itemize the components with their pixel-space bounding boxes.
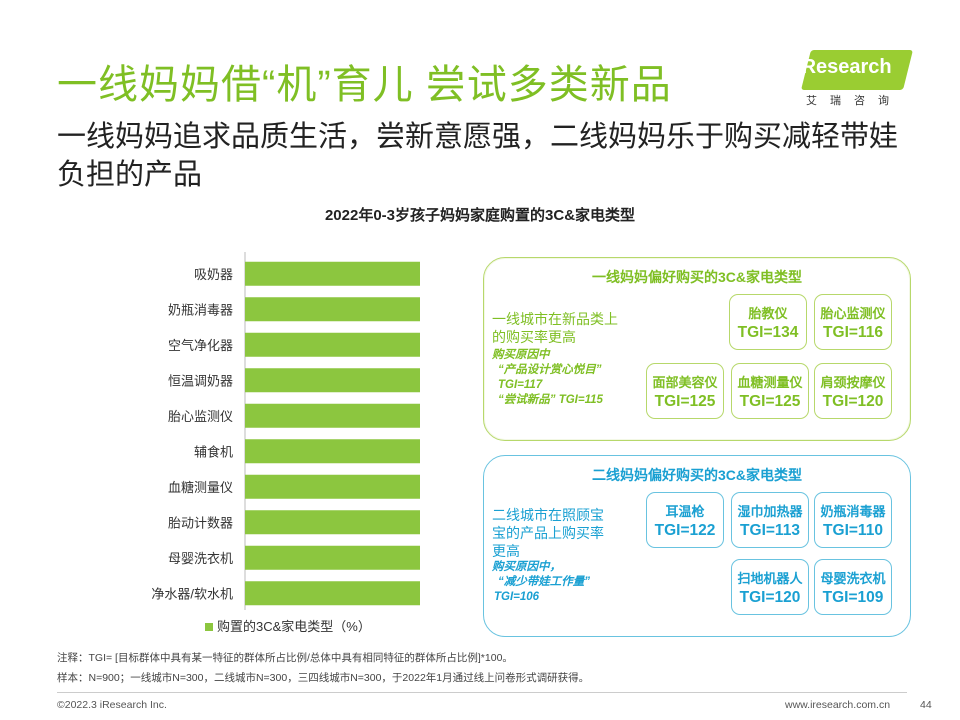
tier1-item-card: 胎教仪 TGI=134 (729, 294, 807, 350)
tier1-desc-line: 一线城市在新品类上 (492, 311, 618, 327)
item-name: 血糖测量仪 (737, 375, 803, 390)
item-name: 肩颈按摩仪 (820, 375, 886, 390)
tier1-panel-title: 一线妈妈偏好购买的3C&家电类型 (591, 269, 802, 285)
note-tgi: 注释：TGI= [目标群体中具有某一特征的群体所占比例/总体中具有相同特征的群体… (57, 652, 513, 664)
item-name: 胎心监测仪 (820, 306, 886, 321)
item-name: 面部美容仪 (652, 375, 718, 390)
tier2-desc: 二线城市在照顾宝 宝的产品上购买率 更高 (492, 506, 604, 560)
note-sample: 样本：N=900；一线城市N=300，二线城市N=300，三四线城市N=300，… (57, 672, 590, 684)
tier2-desc-line: 宝的产品上购买率 (492, 525, 604, 541)
legend-label: 购置的3C&家电类型（%） (217, 619, 371, 634)
bar (245, 297, 420, 322)
tier2-reason-line: 购买原因中， (492, 561, 561, 573)
bar (245, 474, 420, 499)
item-name: 湿巾加热器 (737, 504, 803, 519)
item-tgi: TGI=122 (654, 522, 716, 539)
bar (245, 581, 420, 606)
tier2-reason-line: TGI=106 (494, 591, 540, 603)
page-subtitle: 一线妈妈追求品质生活，尝新意愿强，二线妈妈乐于购买减轻带娃负担的产品 (57, 121, 899, 191)
bar-chart: 吸奶器51.6%奶瓶消毒器50.5%空气净化器47.8%恒温调奶器43.0%胎心… (151, 252, 420, 610)
tier1-item-card: 胎心监测仪 TGI=116 (814, 294, 892, 350)
item-name: 耳温枪 (665, 504, 705, 519)
item-tgi: TGI=125 (654, 393, 716, 410)
item-name: 扫地机器人 (737, 571, 803, 586)
tier1-desc-line: 的购买率更高 (492, 329, 576, 345)
logo-text: iResearch (796, 56, 892, 79)
footer-url: www.iresearch.com.cn (785, 699, 891, 711)
iresearch-logo: iResearch 艾瑞咨询 (796, 50, 913, 108)
tier2-desc-line: 更高 (492, 543, 520, 559)
tier2-item-card: 耳温枪 TGI=122 (646, 492, 724, 548)
chart-title: 2022年0-3岁孩子妈妈家庭购置的3C&家电类型 (324, 207, 636, 224)
tier2-desc-line: 二线城市在照顾宝 (492, 507, 604, 523)
tier2-item-card: 奶瓶消毒器 TGI=110 (814, 492, 892, 548)
category-label: 吸奶器 (194, 267, 233, 282)
bar (245, 403, 420, 428)
item-tgi: TGI=125 (739, 393, 801, 410)
tier1-reason: 购买原因中 “产品设计赏心悦目” TGI=117 “尝试新品” TGI=115 (492, 348, 603, 408)
item-tgi: TGI=110 (823, 522, 883, 539)
tier1-reason-line: “产品设计赏心悦目” (498, 364, 602, 376)
category-label: 奶瓶消毒器 (168, 302, 233, 317)
tier2-panel-title: 二线妈妈偏好购买的3C&家电类型 (591, 467, 802, 483)
bar (245, 510, 420, 535)
bar (245, 368, 420, 393)
item-tgi: TGI=113 (740, 522, 800, 539)
logo-name: Research (801, 56, 892, 78)
tier1-panel: 一线妈妈偏好购买的3C&家电类型 一线城市在新品类上 的购买率更高 购买原因中 … (483, 257, 911, 441)
item-tgi: TGI=134 (737, 324, 799, 341)
bar (245, 261, 420, 286)
category-label: 胎心监测仪 (168, 409, 233, 424)
category-label: 恒温调奶器 (168, 373, 233, 388)
item-tgi: TGI=120 (739, 589, 801, 606)
tier2-item-card: 母婴洗衣机 TGI=109 (814, 559, 892, 615)
item-name: 胎教仪 (748, 306, 788, 321)
legend-swatch (205, 623, 213, 631)
item-name: 母婴洗衣机 (820, 571, 886, 586)
chart-legend: 购置的3C&家电类型（%） (205, 616, 371, 635)
tier2-item-card: 扫地机器人 TGI=120 (731, 559, 809, 615)
category-label: 辅食机 (194, 444, 233, 459)
page-title: 一线妈妈借“机”育儿 尝试多类新品 (57, 63, 672, 107)
page-number: 44 (920, 699, 932, 711)
tier1-reason-line: TGI=117 (498, 379, 543, 391)
tier1-item-card: 肩颈按摩仪 TGI=120 (814, 363, 892, 419)
category-label: 母婴洗衣机 (168, 551, 233, 566)
tier2-item-card: 湿巾加热器 TGI=113 (731, 492, 809, 548)
tier1-item-card: 面部美容仪 TGI=125 (646, 363, 724, 419)
tier2-reason-line: “减少带娃工作量” (498, 576, 590, 588)
logo-prefix: i (796, 56, 802, 78)
footer-copyright: ©2022.3 iResearch Inc. (57, 699, 167, 711)
item-tgi: TGI=109 (822, 589, 884, 606)
tier1-item-card: 血糖测量仪 TGI=125 (731, 363, 809, 419)
category-label: 胎动计数器 (168, 515, 233, 530)
tier1-reason-line: “尝试新品” TGI=115 (498, 394, 603, 406)
tier1-reason-line: 购买原因中 (492, 349, 550, 361)
bar (245, 332, 420, 357)
logo-cn: 艾瑞咨询 (806, 95, 902, 107)
category-label: 空气净化器 (168, 338, 233, 353)
item-name: 奶瓶消毒器 (820, 504, 886, 519)
category-label: 血糖测量仪 (168, 480, 233, 495)
tier1-desc: 一线城市在新品类上 的购买率更高 (492, 310, 618, 346)
category-label: 净水器/软水机 (151, 586, 233, 601)
tier2-reason: 购买原因中， “减少带娃工作量” TGI=106 (492, 560, 590, 605)
bar (245, 545, 420, 570)
tier2-panel: 二线妈妈偏好购买的3C&家电类型 二线城市在照顾宝 宝的产品上购买率 更高 购买… (483, 455, 911, 637)
bar (245, 439, 420, 464)
footer-divider (57, 692, 907, 693)
item-tgi: TGI=116 (823, 324, 883, 341)
item-tgi: TGI=120 (822, 393, 884, 410)
